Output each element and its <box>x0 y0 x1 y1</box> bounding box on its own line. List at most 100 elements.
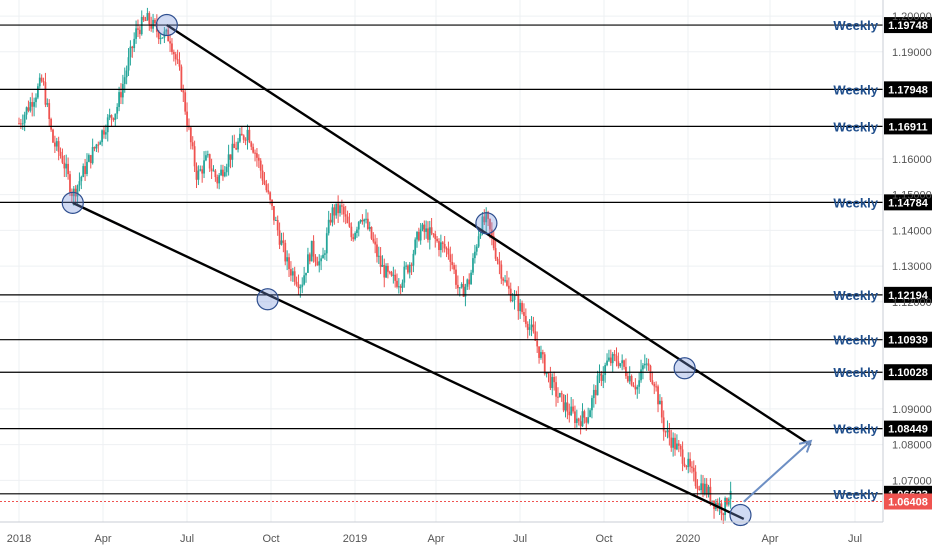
candle-body <box>182 90 185 93</box>
candle-body <box>500 264 503 279</box>
candle-body <box>29 102 32 111</box>
candle-body <box>293 271 296 282</box>
candle-body <box>519 302 522 312</box>
weekly-level-value-1: 1.17948 <box>888 84 928 96</box>
candle-body <box>414 239 417 254</box>
candle-body <box>628 375 631 382</box>
candle-body <box>23 114 26 124</box>
candle-body <box>394 274 397 281</box>
candle-body <box>397 286 400 288</box>
candle-body <box>513 294 516 300</box>
candle-body <box>386 265 389 272</box>
candle-body <box>55 141 58 147</box>
candle-body <box>216 177 219 184</box>
last-price-badge <box>884 493 932 510</box>
candle-body <box>504 280 506 282</box>
candle-body <box>146 13 149 21</box>
projection-arrow <box>743 439 813 503</box>
weekly-level-tag-5: Weekly <box>833 333 878 348</box>
candle-body <box>502 278 505 281</box>
candle-body <box>61 155 64 163</box>
trend-lines <box>72 23 812 521</box>
candle-body <box>331 207 334 223</box>
candle-body <box>632 385 635 387</box>
candle-body <box>534 331 537 341</box>
candle-body <box>252 146 255 153</box>
candle-body <box>600 373 603 381</box>
candle-body <box>640 369 642 381</box>
candle-body <box>225 166 228 173</box>
candle-body <box>421 224 424 230</box>
candle-body <box>677 443 680 446</box>
candle-body <box>385 265 387 278</box>
touch-point-circle-0 <box>155 13 178 37</box>
candle-body <box>551 377 554 388</box>
candle-body <box>606 360 608 366</box>
candle-body <box>638 380 641 387</box>
candle-body <box>125 70 128 78</box>
candle-body <box>265 184 268 191</box>
trend-line-lower <box>72 201 745 521</box>
touch-point-circle-3 <box>475 212 498 235</box>
candle-body <box>623 360 625 367</box>
candle-body <box>359 220 362 223</box>
candle-body <box>144 20 147 22</box>
candle-body <box>31 102 34 107</box>
candle-body <box>477 236 480 247</box>
candle-body <box>439 242 442 251</box>
candle-body <box>318 261 321 266</box>
candle-body <box>396 280 398 287</box>
candle-body <box>93 147 96 149</box>
candle-body <box>274 219 277 221</box>
candle-body <box>276 219 279 231</box>
candle-body <box>366 218 369 229</box>
candle-body <box>438 241 440 251</box>
weekly-level-value-3: 1.14784 <box>888 197 929 209</box>
candle-body <box>290 269 292 276</box>
candle-body <box>180 66 183 91</box>
projection-arrow-shaft <box>743 440 812 503</box>
candle-body <box>453 265 455 270</box>
candle-body <box>496 258 499 262</box>
candle-body <box>674 437 676 450</box>
candle-body <box>25 107 28 115</box>
candle-body <box>681 449 684 464</box>
candle-body <box>280 240 283 245</box>
candle-body <box>427 228 429 240</box>
candle-body <box>288 257 290 270</box>
candle-body <box>307 254 309 273</box>
candle-body <box>52 129 54 143</box>
candle-body <box>250 142 253 147</box>
candle-body <box>468 279 471 285</box>
candle-body <box>205 155 207 161</box>
candle-body <box>299 286 302 289</box>
candle-body <box>381 264 384 267</box>
y-tick-label-4: 1.14000 <box>892 225 932 237</box>
candle-body <box>498 261 501 265</box>
candle-body <box>271 199 273 207</box>
y-tick-label-1: 1.19000 <box>892 47 932 59</box>
trend-line-upper <box>166 23 812 447</box>
y-tick-label-9: 1.07000 <box>892 475 932 487</box>
candle-body <box>377 255 380 257</box>
candle-body <box>33 102 36 107</box>
candle-body <box>44 82 47 105</box>
candle-body <box>570 406 573 416</box>
candle-body <box>388 271 391 273</box>
candle-body <box>615 355 618 362</box>
candle-body <box>506 280 508 286</box>
candle-body <box>87 155 90 162</box>
candle-body <box>685 466 688 468</box>
candle-body <box>443 243 446 249</box>
candle-body <box>189 127 192 143</box>
candle-body <box>121 83 124 98</box>
candle-body <box>82 166 85 177</box>
candle-body <box>76 185 79 197</box>
touch-point-circle-2 <box>256 288 279 311</box>
candle-body <box>575 418 578 424</box>
y-tick-label-2: 1.16000 <box>892 154 932 166</box>
candle-body <box>91 147 94 164</box>
candle-body <box>472 258 474 273</box>
weekly-levels: Weekly 1.19748 Weekly 1.17948 Weekly 1.16911 W… <box>0 17 932 510</box>
